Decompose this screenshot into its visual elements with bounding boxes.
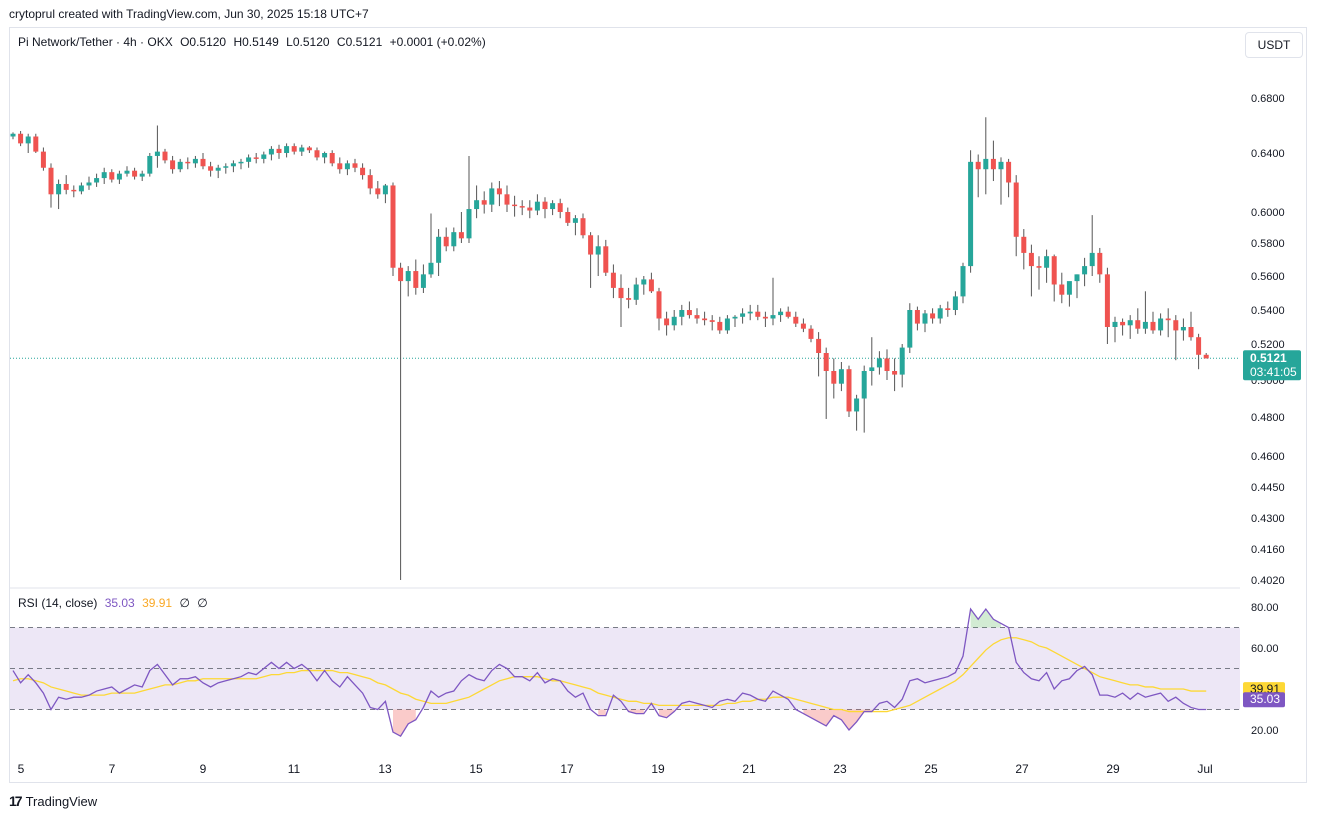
rsi-ma-legend-value: 39.91 xyxy=(142,596,173,610)
attribution: crytoprul created with TradingView.com, … xyxy=(9,7,369,21)
close-value: C0.5121 xyxy=(336,35,383,49)
footer-brand[interactable]: TradingView xyxy=(25,793,98,809)
high-value: H0.5149 xyxy=(233,35,279,49)
rsi-legend-value: 35.03 xyxy=(104,596,135,610)
symbol-name[interactable]: Pi Network/Tether · 4h · OKX xyxy=(18,35,173,49)
chart-frame xyxy=(9,27,1307,783)
currency-button[interactable]: USDT xyxy=(1245,32,1303,58)
rsi-legend-na-2: ∅ xyxy=(197,596,208,610)
rsi-legend: RSI (14, close) 35.03 39.91 ∅ ∅ xyxy=(18,596,212,610)
tradingview-logo-icon: 17 xyxy=(9,793,23,809)
rsi-label[interactable]: RSI (14, close) xyxy=(18,596,98,610)
footer: 17 TradingView xyxy=(9,793,97,809)
rsi-legend-na-1: ∅ xyxy=(179,596,190,610)
low-value: L0.5120 xyxy=(286,35,330,49)
change-value: +0.0001 (+0.02%) xyxy=(389,35,486,49)
symbol-info-bar: Pi Network/Tether · 4h · OKX O0.5120 H0.… xyxy=(18,35,490,49)
open-value: O0.5120 xyxy=(180,35,227,49)
